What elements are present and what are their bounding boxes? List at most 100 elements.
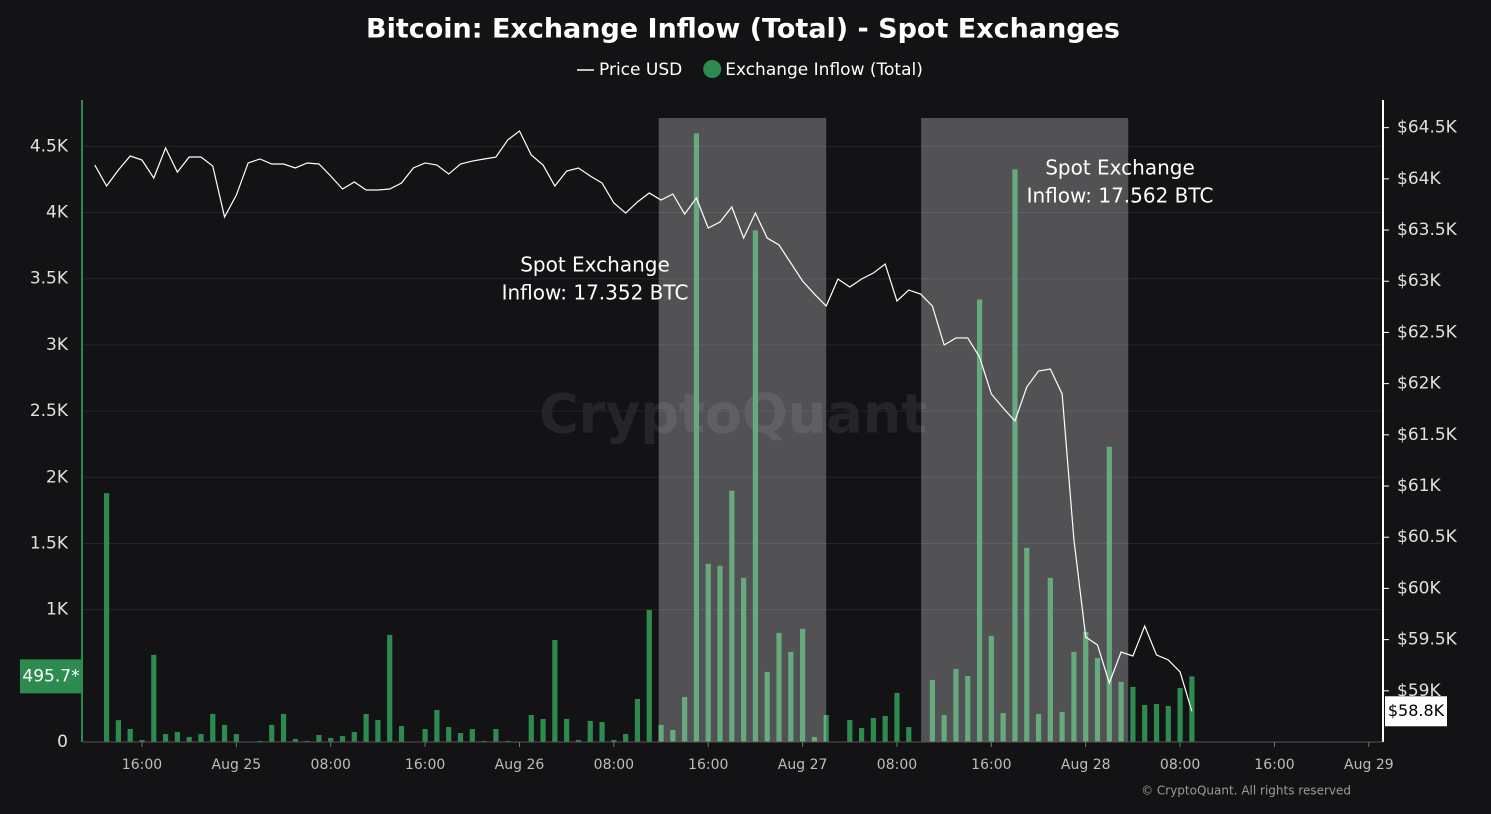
y-tick-label: 2K [46, 467, 69, 487]
bar [1118, 681, 1124, 742]
y2-tick-label: $62.5K [1397, 322, 1458, 342]
bar [210, 713, 216, 742]
bar [1189, 676, 1195, 742]
bar [611, 740, 617, 742]
bar [634, 698, 641, 742]
bar [1165, 705, 1171, 742]
bar [1024, 547, 1030, 742]
bar [115, 720, 121, 742]
bar [776, 632, 782, 742]
bar [988, 635, 994, 742]
bar [151, 654, 157, 742]
bar [139, 740, 145, 742]
bar [127, 729, 133, 742]
bar [1153, 704, 1160, 742]
bar [304, 740, 310, 742]
bar [623, 734, 629, 742]
credit: © CryptoQuant. All rights reserved [1141, 784, 1351, 798]
bar [847, 720, 853, 742]
y2-tick-label: $61.5K [1397, 425, 1458, 445]
bar [1059, 711, 1065, 742]
bar [587, 720, 593, 742]
bar [752, 230, 759, 743]
bar [1012, 169, 1018, 742]
y-tick-label: 4K [46, 203, 69, 223]
bar [870, 717, 876, 742]
y2-tick-label: $64K [1397, 169, 1441, 189]
bar [174, 731, 180, 742]
annotation: Inflow: 17.352 BTC [502, 281, 689, 305]
bar [929, 679, 935, 742]
y2-tick-label: $63K [1397, 271, 1441, 291]
bar [941, 714, 947, 742]
bar [906, 727, 912, 742]
bar [1106, 446, 1112, 742]
bar [186, 736, 192, 742]
bar [1142, 704, 1148, 742]
x-tick-label: 16:00 [971, 757, 1011, 773]
y2-tick-label: $59.5K [1397, 630, 1458, 650]
last-value-label: 495.7* [22, 666, 79, 686]
bar [599, 722, 605, 742]
bar [422, 729, 428, 742]
bar [1094, 657, 1101, 742]
annotation: Spot Exchange [1045, 156, 1195, 180]
bar [646, 609, 652, 742]
bar [682, 696, 688, 742]
bar [1177, 687, 1183, 742]
highlight-region [921, 118, 1129, 742]
y-tick-label: 2.5K [30, 401, 69, 421]
y-tick-label: 1.5K [30, 533, 69, 553]
last-value-box [20, 659, 82, 694]
bar [741, 577, 747, 742]
legend-marker [703, 60, 722, 78]
y2-tick-label: $60.5K [1397, 527, 1458, 547]
y-tick-label: 3.5K [30, 269, 69, 289]
watermark: CryptoQuant [539, 383, 927, 446]
bar [328, 738, 334, 742]
bar [953, 668, 959, 742]
y2-tick-label: $62K [1397, 374, 1441, 394]
bar [729, 490, 735, 742]
annotation: Inflow: 17.562 BTC [1027, 184, 1214, 208]
y-tick-label: 3K [46, 335, 69, 355]
bar [292, 738, 298, 742]
last-value-label: $58.8K [1388, 701, 1445, 720]
bar [457, 732, 464, 742]
bar [351, 731, 357, 742]
bar [469, 729, 475, 742]
last-value-box [1385, 696, 1447, 727]
bar [965, 675, 971, 742]
bar [693, 133, 700, 742]
bar [528, 714, 534, 742]
bar [434, 709, 440, 742]
bar [481, 740, 487, 742]
x-tick-label: Aug 26 [495, 757, 545, 773]
y-tick-label: 1K [46, 600, 69, 620]
annotation: Spot Exchange [520, 253, 670, 277]
bar [811, 736, 817, 742]
bar [717, 565, 723, 742]
bar [162, 734, 169, 742]
y2-tick-label: $63.5K [1397, 220, 1458, 240]
x-tick-label: 16:00 [1254, 757, 1294, 773]
y2-tick-label: $61K [1397, 476, 1441, 496]
x-tick-label: 08:00 [1160, 757, 1200, 773]
x-tick-label: Aug 29 [1344, 757, 1394, 773]
bar [1047, 577, 1053, 742]
bar [1083, 631, 1089, 742]
bar [1071, 651, 1077, 742]
bar [1035, 713, 1042, 742]
bar [221, 724, 228, 742]
bar [575, 740, 582, 742]
bar [1130, 686, 1136, 742]
x-tick-label: 16:00 [122, 757, 162, 773]
y-tick-label: 0 [57, 732, 68, 752]
bar [764, 671, 770, 742]
bar [387, 634, 393, 742]
bar [103, 493, 110, 742]
bar [540, 718, 546, 742]
bar [882, 715, 888, 742]
bar [894, 692, 900, 742]
